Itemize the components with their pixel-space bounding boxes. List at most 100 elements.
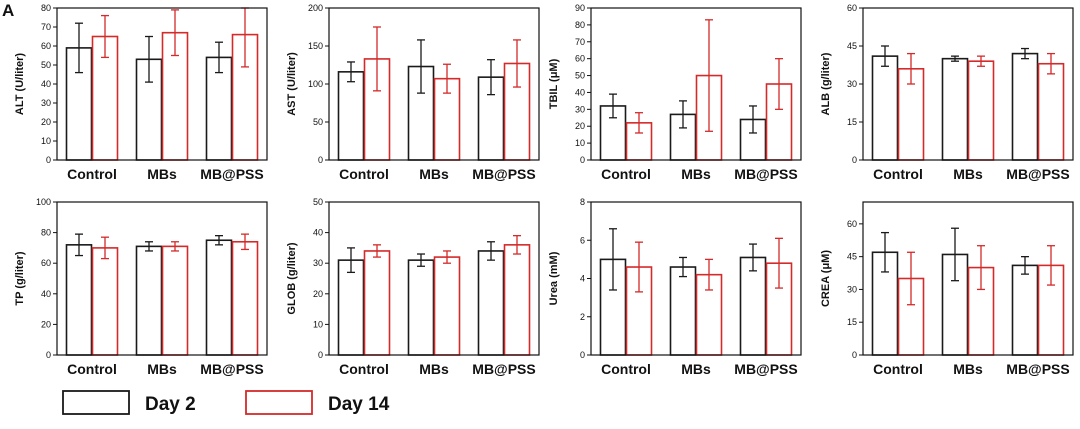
category-label: MB@PSS xyxy=(472,361,535,377)
category-label: MBs xyxy=(419,361,449,377)
y-axis-label: ALB (g/liter) xyxy=(820,52,832,115)
category-label: MBs xyxy=(681,166,711,182)
plot-frame xyxy=(56,201,268,356)
chart-3: 0 15 30 45 60 Control MBs MB@PSS ALB (g/liter) xyxy=(820,3,1074,182)
y-tick-label: 50 xyxy=(41,60,51,70)
category-label: MB@PSS xyxy=(1006,361,1069,377)
y-tick-label: 70 xyxy=(575,37,585,47)
bar-day2 xyxy=(739,256,767,356)
category-label: MBs xyxy=(147,166,177,182)
y-tick-label: 30 xyxy=(41,98,51,108)
category-label: MB@PSS xyxy=(472,166,535,182)
y-tick-label: 60 xyxy=(847,3,857,13)
category-label: MB@PSS xyxy=(1006,166,1069,182)
y-tick-label: 60 xyxy=(575,54,585,64)
y-tick-label: 100 xyxy=(36,197,51,207)
y-axis-label: AST (U/liter) xyxy=(286,52,298,116)
category-label: MB@PSS xyxy=(734,361,797,377)
category-label: MBs xyxy=(953,166,983,182)
chart-5: 0 10 20 30 40 50 Control MBs MB@PSS GLOB (g/liter… xyxy=(286,197,540,377)
y-tick-label: 60 xyxy=(41,41,51,51)
bar-day14 xyxy=(433,256,461,356)
plot-frame xyxy=(862,7,1074,161)
bar-day2 xyxy=(477,250,505,356)
y-tick-label: 40 xyxy=(41,79,51,89)
y-tick-label: 20 xyxy=(313,289,323,299)
y-tick-label: 0 xyxy=(46,155,51,165)
y-tick-label: 80 xyxy=(575,20,585,30)
y-tick-label: 50 xyxy=(313,117,323,127)
y-tick-label: 30 xyxy=(847,284,857,294)
chart-7: 0 15 30 45 60 Control MBs MB@PSS CREA (μM) xyxy=(820,201,1074,377)
y-tick-label: 90 xyxy=(575,3,585,13)
bar-day14 xyxy=(967,60,995,161)
y-axis-label: TP (g/liter) xyxy=(14,251,26,306)
y-axis-label: CREA (μM) xyxy=(820,250,832,307)
y-tick-label: 30 xyxy=(847,79,857,89)
y-tick-label: 10 xyxy=(41,136,51,146)
y-tick-label: 60 xyxy=(847,219,857,229)
bar-day2 xyxy=(1011,52,1039,161)
bar-day14 xyxy=(161,245,189,356)
bar-day2 xyxy=(135,245,163,356)
y-tick-label: 4 xyxy=(580,274,585,284)
y-tick-label: 50 xyxy=(313,197,323,207)
y-tick-label: 40 xyxy=(313,228,323,238)
y-tick-label: 0 xyxy=(580,350,585,360)
bar-day2 xyxy=(337,71,365,161)
bar-day2 xyxy=(1011,264,1039,356)
plot-frame xyxy=(56,7,268,161)
bar-day14 xyxy=(91,247,119,356)
bar-day2 xyxy=(407,259,435,356)
chart-0: 0 10 20 30 40 50 60 70 80 Control MBs MB@PSS ALT (U/… xyxy=(14,3,268,182)
y-tick-label: 30 xyxy=(313,258,323,268)
y-axis-label: ALT (U/liter) xyxy=(14,53,26,115)
plot-frame xyxy=(590,201,802,356)
bar-day14 xyxy=(231,240,259,356)
category-label: Control xyxy=(67,166,117,182)
y-tick-label: 0 xyxy=(318,155,323,165)
category-label: MB@PSS xyxy=(200,166,263,182)
bar-day14 xyxy=(1037,62,1065,161)
bar-day2 xyxy=(337,259,365,356)
category-label: Control xyxy=(67,361,117,377)
bar-day2 xyxy=(941,57,969,161)
y-tick-label: 20 xyxy=(41,319,51,329)
plot-frame xyxy=(590,7,802,161)
y-tick-label: 2 xyxy=(580,312,585,322)
y-tick-label: 0 xyxy=(580,155,585,165)
legend-swatch-day2 xyxy=(62,390,130,415)
y-tick-label: 10 xyxy=(575,138,585,148)
category-label: Control xyxy=(601,166,651,182)
chart-4: 0 20 40 60 80 100 Control MBs MB@PSS TP (g/liter) xyxy=(14,197,268,377)
category-label: MB@PSS xyxy=(734,166,797,182)
legend-label: Day 2 xyxy=(145,394,196,415)
y-tick-label: 0 xyxy=(852,155,857,165)
plot-frame xyxy=(862,201,1074,356)
category-label: Control xyxy=(339,361,389,377)
plot-frame xyxy=(328,201,540,356)
bar-day14 xyxy=(503,244,531,356)
y-axis-label: Urea (mM) xyxy=(548,251,560,305)
legend-label: Day 14 xyxy=(328,394,390,415)
y-tick-label: 30 xyxy=(575,104,585,114)
category-label: MBs xyxy=(681,361,711,377)
category-label: MBs xyxy=(953,361,983,377)
bar-day2 xyxy=(871,55,899,161)
y-tick-label: 15 xyxy=(847,117,857,127)
y-tick-label: 0 xyxy=(852,350,857,360)
y-tick-label: 80 xyxy=(41,228,51,238)
chart-1: 0 50 100 150 200 Control MBs MB@PSS AST (U/liter… xyxy=(286,3,540,182)
category-label: Control xyxy=(873,361,923,377)
y-tick-label: 40 xyxy=(575,87,585,97)
y-tick-label: 45 xyxy=(847,41,857,51)
category-label: Control xyxy=(601,361,651,377)
bar-day2 xyxy=(65,244,93,356)
y-tick-label: 15 xyxy=(847,317,857,327)
y-tick-label: 60 xyxy=(41,258,51,268)
y-axis-label: GLOB (g/liter) xyxy=(286,242,298,314)
y-tick-label: 10 xyxy=(313,319,323,329)
legend-swatch-day14 xyxy=(245,390,313,415)
